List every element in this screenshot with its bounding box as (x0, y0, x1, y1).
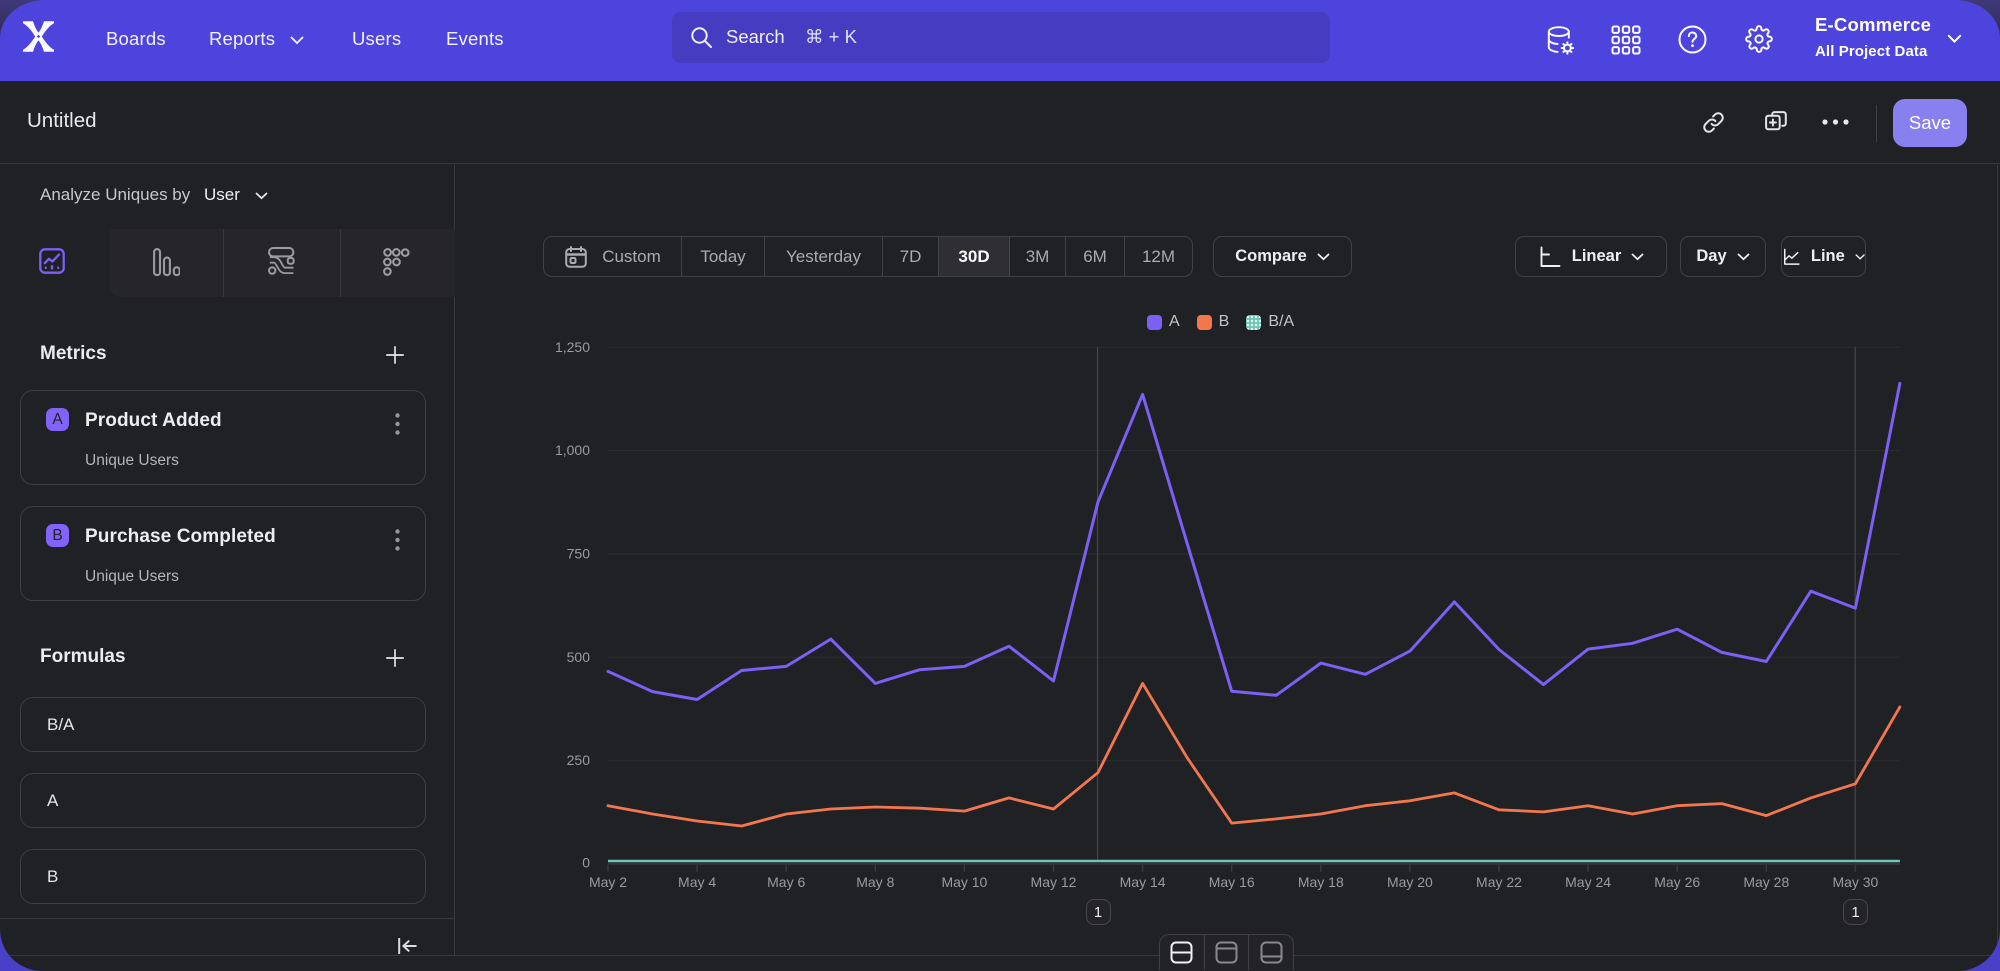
svg-text:500: 500 (567, 649, 591, 665)
svg-text:250: 250 (567, 752, 591, 768)
svg-text:May 2: May 2 (589, 874, 627, 890)
svg-text:May 18: May 18 (1298, 874, 1344, 890)
svg-text:May 22: May 22 (1476, 874, 1522, 890)
svg-text:0: 0 (582, 855, 590, 871)
svg-text:1,250: 1,250 (555, 339, 590, 355)
svg-text:May 6: May 6 (767, 874, 805, 890)
svg-text:1,000: 1,000 (555, 442, 590, 458)
svg-text:May 10: May 10 (941, 874, 987, 890)
svg-text:May 28: May 28 (1743, 874, 1789, 890)
svg-text:May 20: May 20 (1387, 874, 1433, 890)
svg-text:750: 750 (567, 546, 591, 562)
svg-text:May 4: May 4 (678, 874, 716, 890)
svg-text:May 14: May 14 (1120, 874, 1166, 890)
svg-text:May 24: May 24 (1565, 874, 1611, 890)
svg-text:May 8: May 8 (856, 874, 894, 890)
svg-text:May 12: May 12 (1031, 874, 1077, 890)
svg-text:May 26: May 26 (1654, 874, 1700, 890)
svg-text:May 30: May 30 (1832, 874, 1878, 890)
svg-text:May 16: May 16 (1209, 874, 1255, 890)
